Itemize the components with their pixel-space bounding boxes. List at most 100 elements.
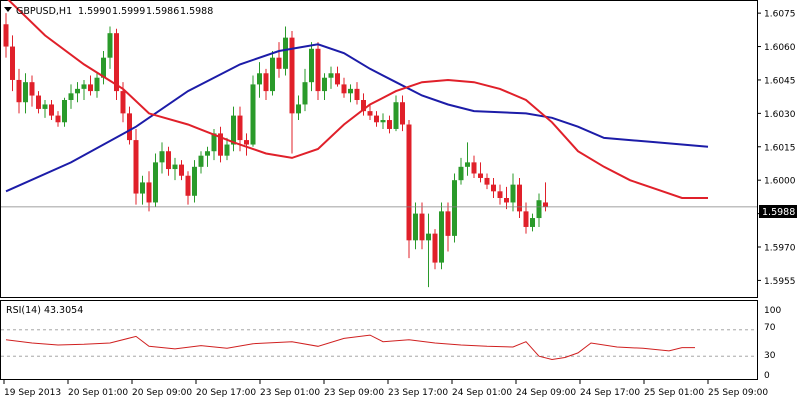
candle-body xyxy=(88,84,93,92)
candle-body xyxy=(393,102,399,129)
price-tick-label: 1.6000 xyxy=(764,177,796,187)
candle-body xyxy=(140,182,145,194)
candle-body xyxy=(367,111,373,116)
open-value: 1.5990 xyxy=(78,6,111,17)
candle-body xyxy=(426,233,431,241)
rsi-level-0: 0 xyxy=(764,371,770,381)
main-panel-frame xyxy=(0,0,758,298)
candle-body xyxy=(276,57,282,69)
candle-body xyxy=(172,164,178,170)
price-tick-label: 1.5970 xyxy=(764,244,796,254)
candle-body xyxy=(127,113,132,141)
candle-body xyxy=(146,182,152,203)
current-price-label: 1.5988 xyxy=(762,207,795,218)
candle-body xyxy=(439,211,444,263)
candle-body xyxy=(133,140,139,194)
rsi-line xyxy=(5,334,695,361)
candle-body xyxy=(159,151,165,163)
candle-body xyxy=(361,100,366,112)
candle-body xyxy=(380,120,386,123)
candle-body xyxy=(250,84,256,145)
candle-body xyxy=(192,166,197,196)
candle-body xyxy=(153,162,158,203)
candle-body xyxy=(432,233,438,263)
candle-body xyxy=(68,93,74,100)
high-value: 1.5999 xyxy=(112,6,145,17)
candle-body xyxy=(400,102,405,125)
rsi-level-100: 100 xyxy=(764,306,781,316)
time-tick-label: 25 Sep 09:00 xyxy=(708,388,768,398)
time-tick-label: 20 Sep 09:00 xyxy=(132,388,192,398)
candle-body xyxy=(289,37,295,114)
current-price-box xyxy=(759,205,797,218)
symbol-label: GBPUSD,H1 xyxy=(16,6,72,17)
candle-body xyxy=(315,48,321,92)
price-tick-label: 1.6015 xyxy=(764,143,796,153)
candle-body xyxy=(328,73,334,78)
candle-body xyxy=(543,202,548,207)
candle-body xyxy=(49,104,54,116)
candle-body xyxy=(270,57,275,92)
candle-body xyxy=(471,162,477,174)
candle-body xyxy=(374,115,379,123)
candle-body xyxy=(445,211,451,236)
candles-layer xyxy=(3,13,548,288)
candle-body xyxy=(101,57,106,78)
candle-body xyxy=(36,95,41,109)
time-tick-label: 23 Sep 09:00 xyxy=(324,388,384,398)
rsi-panel-frame xyxy=(0,300,758,380)
time-axis: 19 Sep 2013 20 Sep 01:00 20 Sep 09:00 20 Se… xyxy=(3,380,768,398)
slow-moving-average-line xyxy=(5,43,709,193)
price-tick-label: 1.6075 xyxy=(764,10,796,20)
candle-body xyxy=(413,213,418,241)
time-tick-label: 23 Sep 01:00 xyxy=(260,388,320,398)
candle-body xyxy=(504,198,509,203)
candle-body xyxy=(536,200,542,219)
candle-body xyxy=(55,115,61,123)
candle-body xyxy=(452,180,457,236)
time-tick-label: 24 Sep 01:00 xyxy=(452,388,512,398)
rsi-layer xyxy=(1,329,757,361)
candle-body xyxy=(491,184,496,192)
dropdown-triangle-icon[interactable] xyxy=(4,7,12,12)
candle-body xyxy=(211,133,217,152)
candle-body xyxy=(94,77,100,92)
candle-body xyxy=(387,120,392,129)
candle-body xyxy=(205,151,210,156)
time-tick-label: 20 Sep 01:00 xyxy=(68,388,128,398)
time-tick-label: 20 Sep 17:00 xyxy=(196,388,256,398)
candle-body xyxy=(465,162,470,167)
candle-body xyxy=(348,88,353,94)
price-tick-label: 1.5955 xyxy=(764,277,796,287)
candle-body xyxy=(497,191,503,198)
fast-moving-average-line xyxy=(7,0,708,199)
candle-body xyxy=(218,133,223,156)
candle-body xyxy=(3,24,9,47)
price-tick-label: 1.6030 xyxy=(764,110,796,120)
candle-body xyxy=(42,104,48,109)
candle-body xyxy=(458,166,464,181)
candle-body xyxy=(23,82,28,103)
candle-body xyxy=(263,73,269,92)
candle-body xyxy=(341,84,347,94)
time-tick-label: 24 Sep 09:00 xyxy=(516,388,576,398)
candle-body xyxy=(166,151,171,170)
rsi-level-30: 30 xyxy=(764,351,776,361)
candle-body xyxy=(419,213,425,241)
candle-body xyxy=(198,155,204,167)
candle-body xyxy=(484,177,490,185)
candle-body xyxy=(231,115,236,145)
candle-body xyxy=(510,184,516,203)
candle-body xyxy=(10,46,15,80)
candle-body xyxy=(354,88,360,100)
candle-body xyxy=(29,82,35,96)
moving-averages-layer xyxy=(5,0,709,199)
candle-body xyxy=(81,84,87,89)
candle-body xyxy=(478,173,483,178)
candle-body xyxy=(185,175,191,196)
candle-body xyxy=(257,73,262,85)
candle-body xyxy=(517,184,522,212)
candle-body xyxy=(16,79,22,103)
candle-body xyxy=(107,33,113,58)
